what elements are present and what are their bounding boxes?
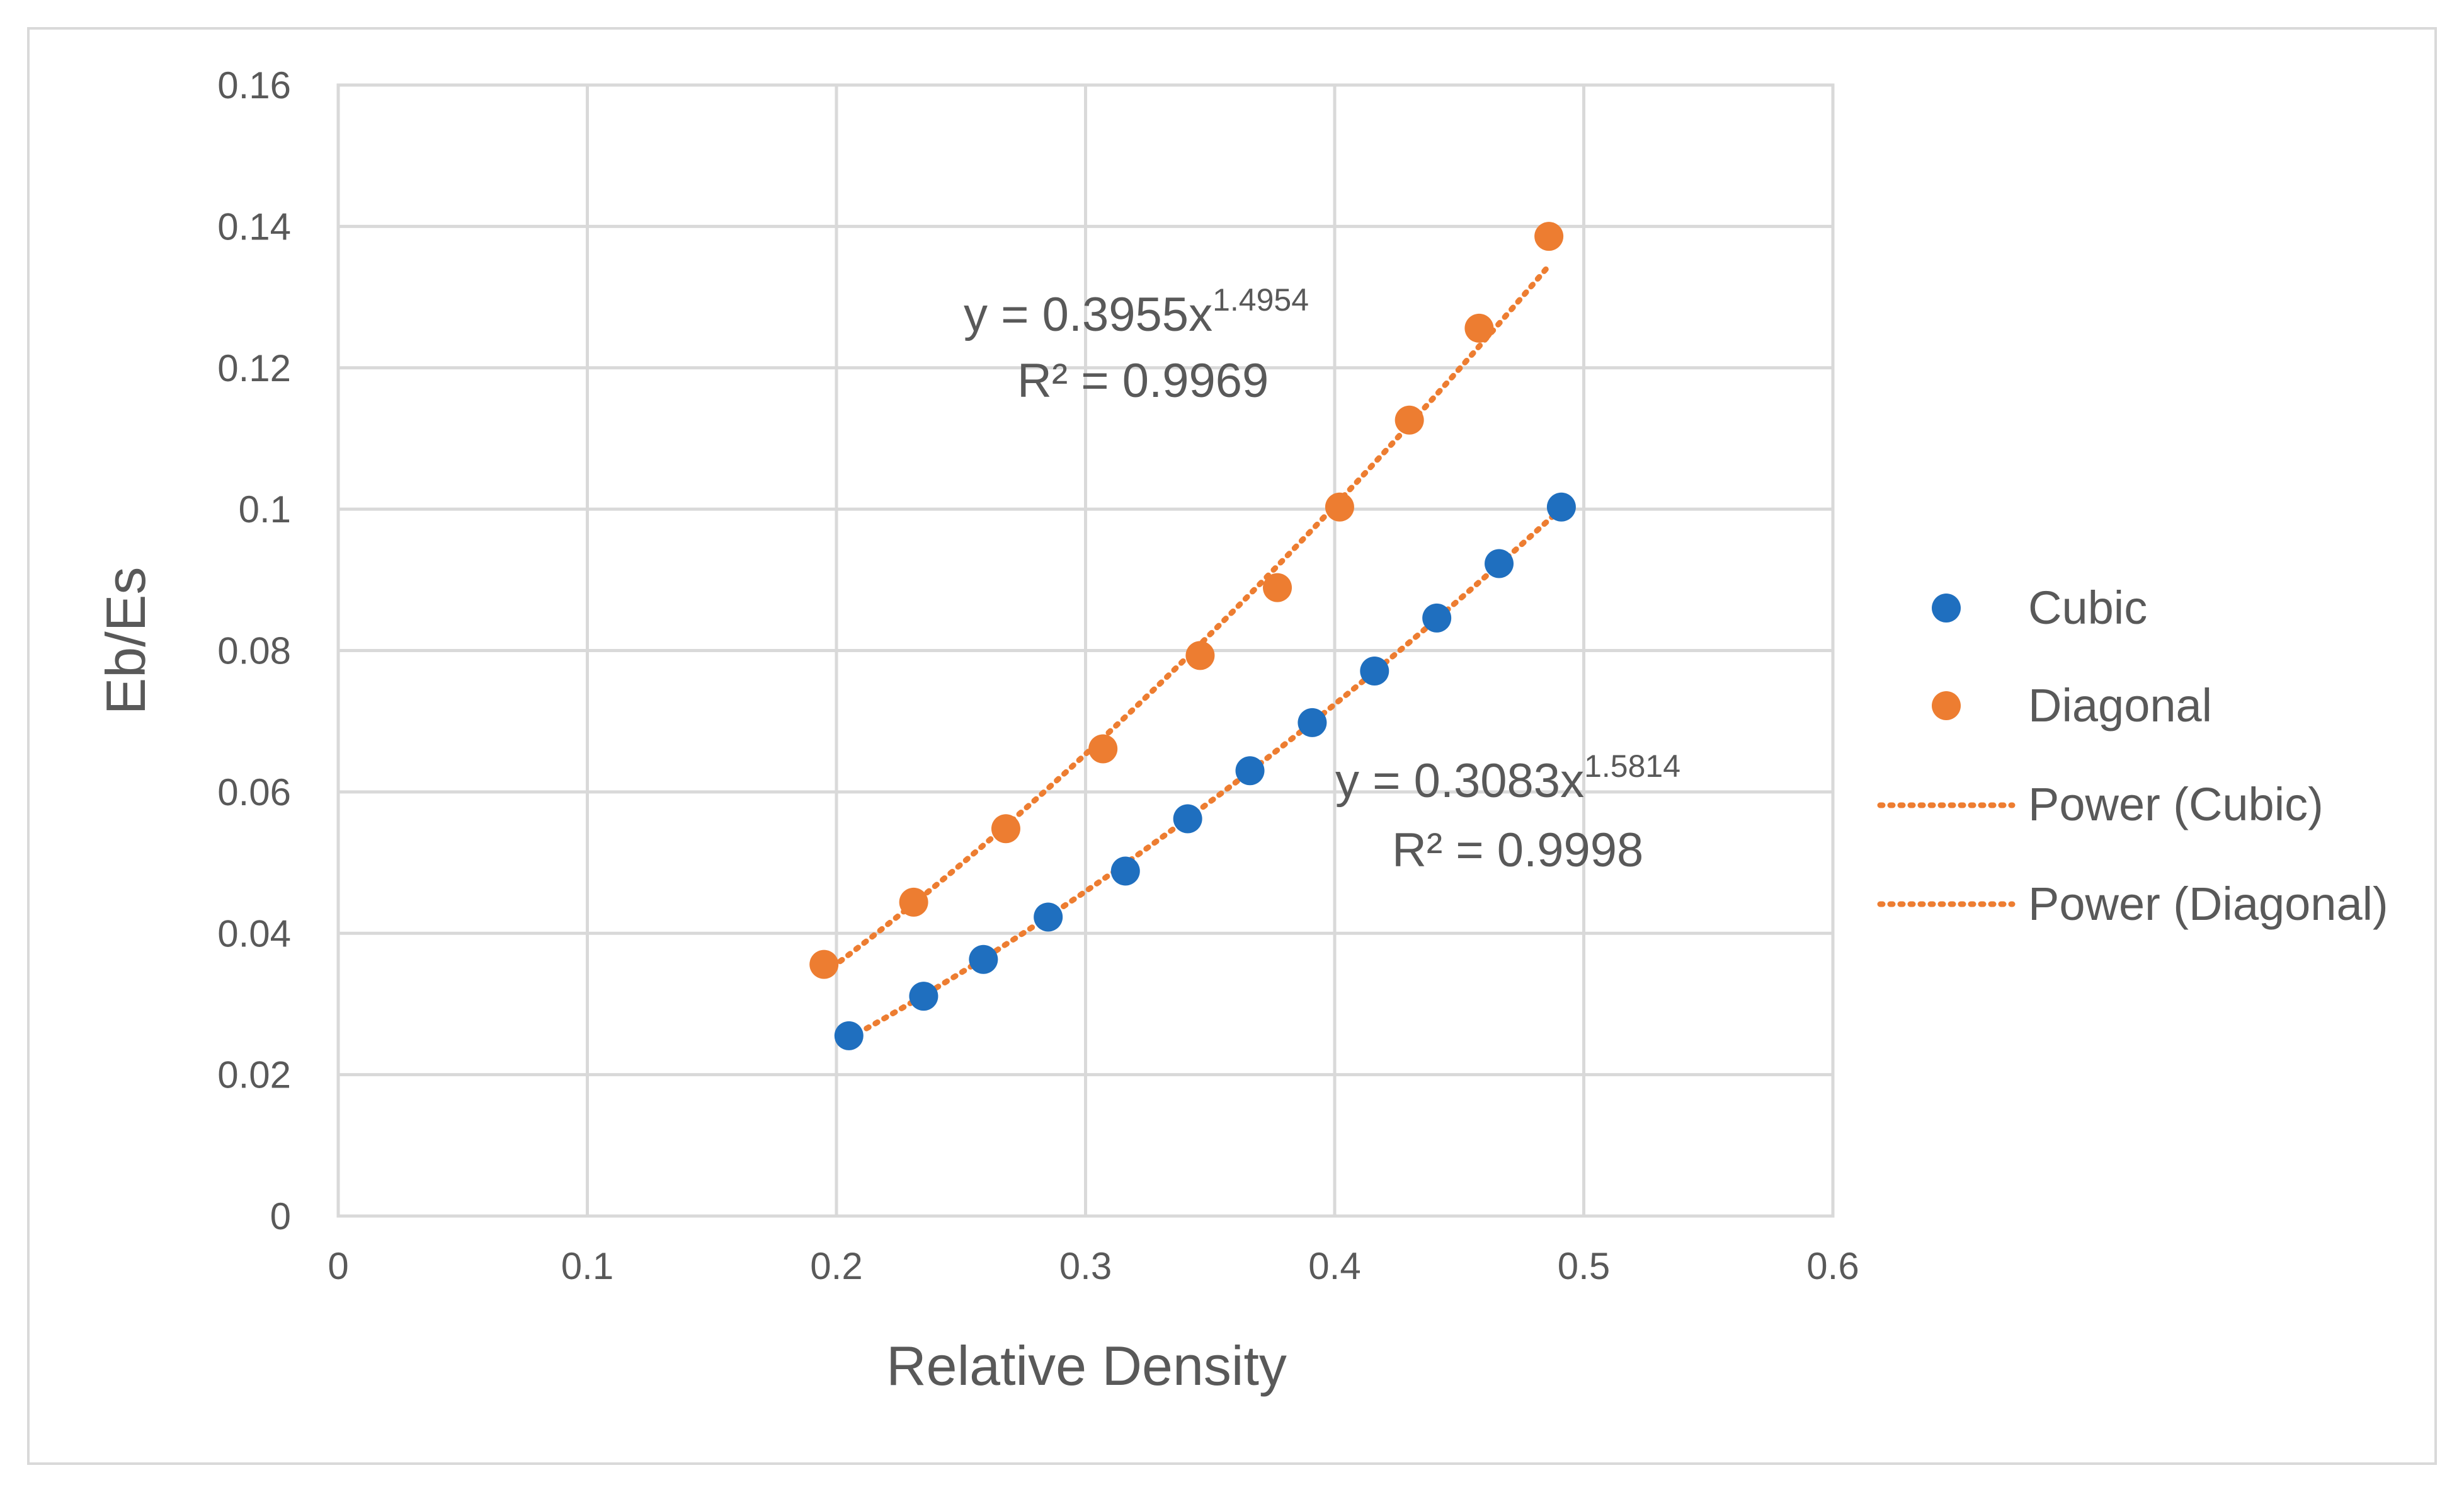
point-diagonal — [1325, 492, 1354, 522]
y-axis-title: Eb/Es — [94, 567, 157, 715]
y-tick-label: 0.06 — [217, 771, 291, 813]
r2-cubic: R² = 0.9998 — [1392, 823, 1643, 877]
chart-area-border — [27, 27, 2437, 1465]
point-cubic — [1298, 708, 1327, 737]
equation-cubic-exponent: 1.5814 — [1584, 749, 1680, 784]
horizontal-gridlines — [338, 83, 1833, 1218]
point-cubic — [1034, 902, 1063, 932]
point-cubic — [1422, 603, 1452, 633]
svg-text:y = 0.3083x1.5814: y = 0.3083x1.5814 — [1335, 749, 1680, 808]
x-tick-label: 0.3 — [1059, 1245, 1112, 1287]
equation-diagonal: y = 0.3955x1.4954 R² = 0.9969 — [964, 282, 1309, 408]
x-tick-label: 0.6 — [1806, 1245, 1859, 1287]
x-axis-tick-labels: 0 0.1 0.2 0.3 0.4 0.5 0.6 — [328, 1245, 1859, 1287]
point-cubic — [834, 1021, 864, 1050]
y-tick-label: 0.12 — [217, 347, 291, 389]
legend-label-cubic: Cubic — [2028, 582, 2147, 634]
y-tick-label: 0.02 — [217, 1054, 291, 1096]
point-diagonal — [899, 887, 928, 917]
point-diagonal — [1395, 405, 1424, 435]
x-tick-label: 0 — [328, 1245, 348, 1287]
point-cubic — [1546, 492, 1576, 522]
point-cubic — [1235, 756, 1265, 786]
y-axis-tick-labels: 0 0.02 0.04 0.06 0.08 0.1 0.12 0.14 0.16 — [217, 64, 291, 1237]
legend: Cubic Diagonal Power (Cubic) Power (Diag… — [1877, 582, 2388, 930]
point-cubic — [1360, 657, 1389, 686]
data-points — [809, 222, 1576, 1050]
point-diagonal — [991, 814, 1020, 844]
equation-diagonal-exponent: 1.4954 — [1212, 282, 1309, 318]
point-diagonal — [1534, 222, 1564, 251]
legend-label-power-diagonal: Power (Diagonal) — [2028, 878, 2388, 930]
y-tick-label: 0.14 — [217, 205, 291, 248]
point-cubic — [1485, 549, 1514, 578]
r2-diagonal: R² = 0.9969 — [1017, 354, 1269, 408]
point-diagonal — [1185, 641, 1215, 670]
y-tick-label: 0.1 — [239, 488, 291, 531]
point-diagonal — [1464, 313, 1494, 343]
equation-cubic-text: y = 0.3083x — [1335, 754, 1584, 808]
legend-marker-cubic — [1932, 594, 1961, 623]
legend-label-power-cubic: Power (Cubic) — [2028, 778, 2324, 830]
equation-cubic: y = 0.3083x1.5814 R² = 0.9998 — [1335, 749, 1680, 877]
plot-area-border — [336, 83, 1835, 1218]
x-tick-label: 0.5 — [1558, 1245, 1610, 1287]
point-cubic — [1173, 804, 1202, 834]
legend-label-diagonal: Diagonal — [2028, 679, 2212, 732]
point-cubic — [1110, 856, 1140, 886]
equation-diagonal-text: y = 0.3955x — [964, 288, 1212, 341]
y-tick-label: 0 — [270, 1195, 291, 1237]
y-tick-label: 0.08 — [217, 630, 291, 672]
point-diagonal — [809, 950, 839, 979]
point-cubic — [909, 982, 938, 1011]
x-tick-label: 0.4 — [1308, 1245, 1360, 1287]
y-tick-label: 0.04 — [217, 912, 291, 955]
x-tick-label: 0.2 — [810, 1245, 862, 1287]
svg-text:y = 0.3955x1.4954: y = 0.3955x1.4954 — [964, 282, 1309, 341]
point-cubic — [969, 944, 998, 974]
x-axis-title: Relative Density — [886, 1334, 1287, 1397]
point-diagonal — [1088, 734, 1118, 764]
x-tick-label: 0.1 — [561, 1245, 613, 1287]
legend-marker-diagonal — [1932, 691, 1961, 720]
point-diagonal — [1263, 573, 1292, 602]
y-tick-label: 0.16 — [217, 64, 291, 106]
